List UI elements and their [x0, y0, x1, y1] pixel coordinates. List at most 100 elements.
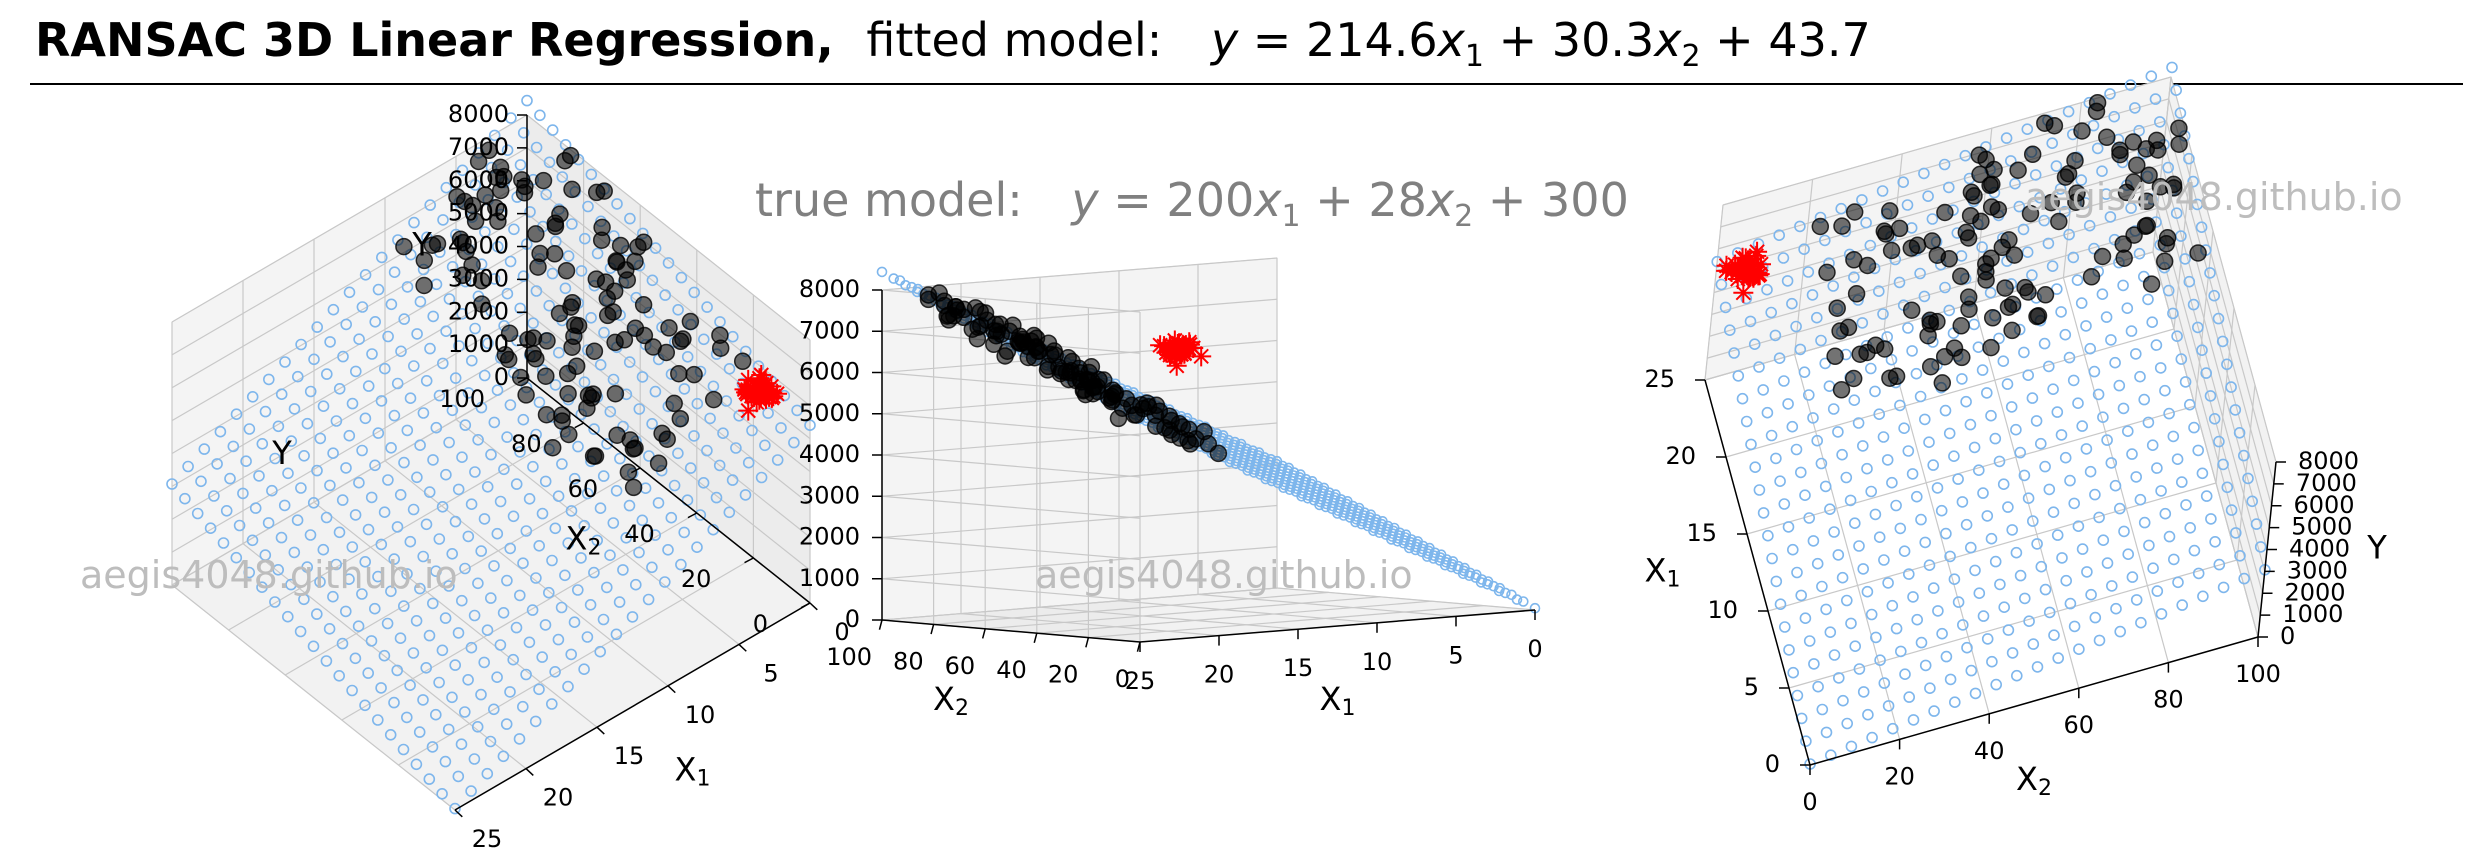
plane-marker — [275, 388, 288, 401]
inlier-point — [2003, 295, 2022, 314]
tick-mark — [454, 809, 463, 818]
plane-marker — [1506, 589, 1517, 601]
plane-marker — [2072, 397, 2084, 410]
inlier-point — [657, 343, 676, 362]
plane-marker — [407, 360, 420, 372]
outlier-point — [1740, 266, 1760, 287]
tick-mark — [878, 619, 883, 630]
plane-marker — [230, 408, 243, 421]
plane-marker — [2163, 530, 2176, 543]
plane-marker — [2162, 161, 2174, 174]
plane-marker — [2067, 251, 2080, 264]
plane-marker — [2197, 590, 2209, 603]
plane-marker — [362, 667, 375, 679]
plane-marker — [1732, 370, 1745, 382]
plane-marker — [2162, 284, 2175, 297]
plane-marker — [2138, 516, 2151, 529]
plane-marker — [1882, 577, 1894, 589]
plane-marker — [1511, 594, 1523, 605]
plane-marker — [2195, 221, 2208, 233]
inlier-point — [537, 367, 555, 385]
inlier-point — [649, 454, 668, 472]
plane-marker — [410, 614, 423, 627]
plane-marker — [375, 538, 388, 551]
plane-marker — [262, 373, 275, 386]
plane-marker — [1959, 149, 1972, 162]
plane-marker — [1794, 220, 1806, 233]
plane-marker — [1918, 167, 1930, 180]
tick-label-y: 7000 — [448, 133, 509, 161]
plane-marker — [533, 396, 546, 409]
inlier-point — [2128, 156, 2146, 174]
inlier-point — [2093, 247, 2112, 266]
plane-marker — [349, 652, 362, 665]
gridline — [171, 114, 528, 323]
inlier-point — [1971, 165, 1989, 184]
gridline — [881, 339, 1278, 374]
plane-marker — [1439, 559, 1451, 571]
gridline — [1197, 593, 1457, 617]
tick-label-x1: 20 — [543, 784, 574, 812]
plane-marker — [340, 462, 352, 474]
plane-marker — [1774, 598, 1787, 611]
plane-marker — [539, 619, 552, 631]
plane-marker — [456, 307, 469, 320]
gridline — [881, 495, 1141, 519]
plane-marker — [2154, 362, 2167, 374]
tick-label-x2: 60 — [568, 475, 599, 503]
plane-marker — [517, 557, 529, 570]
plane-marker — [585, 168, 598, 181]
plane-marker — [804, 419, 816, 432]
plane-marker — [1865, 362, 1877, 375]
plane-marker — [449, 659, 462, 671]
plane-marker — [2234, 549, 2246, 562]
inlier-point — [1045, 342, 1063, 360]
plane-marker — [336, 494, 349, 506]
gridline — [1709, 207, 2158, 337]
plane-marker — [2096, 165, 2108, 177]
plane-marker — [385, 441, 397, 454]
plane-marker — [443, 293, 456, 305]
plane-marker — [504, 399, 517, 411]
plane-marker — [1835, 202, 1847, 215]
plane-marker — [2029, 169, 2042, 181]
gridline — [2152, 251, 2259, 638]
plane-marker — [2076, 420, 2088, 432]
plane-marker — [607, 517, 620, 529]
plane-marker — [2172, 576, 2184, 589]
plane-marker — [1803, 512, 1815, 524]
inlier-point — [1832, 381, 1851, 399]
plane-marker — [516, 700, 529, 713]
plane-marker — [611, 198, 623, 210]
plane-marker — [517, 413, 530, 426]
plane-marker — [1475, 577, 1487, 588]
plane-marker — [465, 641, 478, 654]
plane-marker — [2204, 267, 2216, 279]
plane-marker — [504, 542, 517, 555]
tick-label-x2: 80 — [893, 647, 924, 675]
plane-marker — [1873, 531, 1886, 544]
gridline — [933, 591, 1329, 625]
inlier-point — [545, 245, 564, 263]
plane-marker — [2108, 110, 2120, 123]
plane-marker — [658, 576, 671, 588]
plane-marker — [333, 382, 346, 395]
plane-marker — [269, 596, 281, 608]
plane-marker — [1915, 636, 1928, 649]
plane-marker — [320, 655, 333, 667]
plane-marker — [1914, 267, 1926, 280]
plane-marker — [562, 537, 575, 549]
plane-marker — [307, 640, 320, 653]
plane-marker — [2022, 492, 2035, 505]
plane-marker — [407, 503, 420, 516]
plane-marker — [2050, 160, 2063, 172]
tick-mark — [667, 685, 676, 694]
plane-marker — [565, 648, 578, 661]
plane-marker — [243, 423, 256, 435]
plane-marker — [1803, 389, 1815, 401]
gridline — [1088, 605, 1484, 639]
plane-marker — [2027, 515, 2039, 527]
plane-marker — [501, 574, 513, 587]
plane-marker — [481, 624, 494, 637]
plane-marker — [1778, 375, 1790, 387]
